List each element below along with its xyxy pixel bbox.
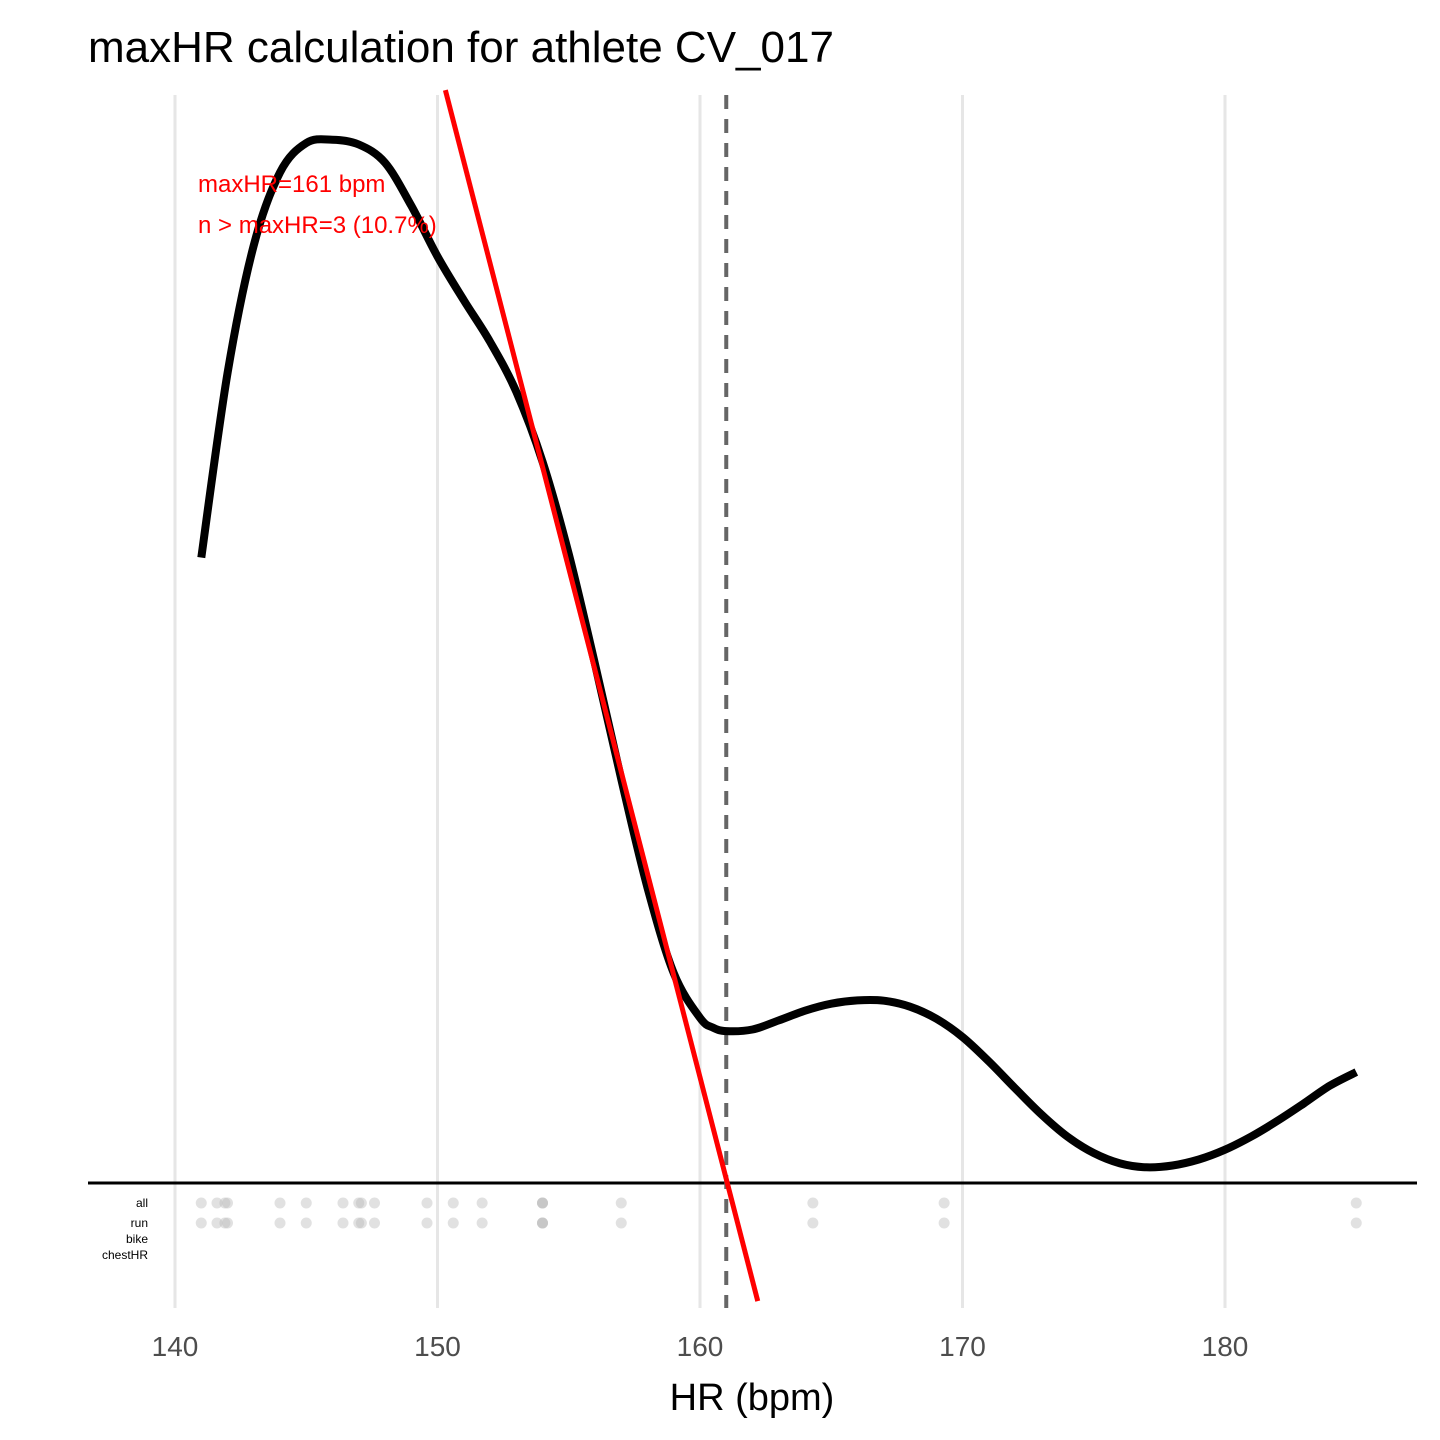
rug-row-label-all: all — [136, 1196, 148, 1210]
rug-point-all-13 — [537, 1197, 548, 1209]
rug-point-all-8 — [355, 1197, 367, 1209]
rug-point-run-17 — [807, 1217, 819, 1229]
rug-point-run-16 — [615, 1217, 627, 1229]
rug-point-all-2 — [219, 1197, 231, 1209]
rug-point-all-0 — [195, 1197, 207, 1209]
gridlines — [173, 95, 1227, 1308]
rug-row-label-run: run — [131, 1216, 148, 1230]
annotation-n-above: n > maxHR=3 (10.7%) — [198, 212, 437, 239]
rug-point-run-6 — [337, 1217, 349, 1229]
rug-point-all-4 — [274, 1197, 286, 1209]
rug-point-run-13 — [537, 1217, 548, 1229]
rug-point-run-9 — [369, 1217, 380, 1229]
x-tick-labels: 140 150 160 170 180 — [152, 1331, 1249, 1362]
rug-point-all-14 — [537, 1197, 548, 1209]
density-curve — [197, 135, 1359, 1172]
x-tick-label-180: 180 — [1202, 1331, 1249, 1362]
rug-point-all-11 — [447, 1197, 459, 1209]
rug-point-all-9 — [369, 1197, 380, 1209]
rug-point-all-15 — [537, 1197, 548, 1209]
x-axis-title: HR (bpm) — [670, 1377, 835, 1419]
rug-point-run-8 — [355, 1217, 367, 1229]
rug-point-run-7 — [353, 1217, 365, 1229]
rug-point-all-3 — [222, 1197, 233, 1209]
rug-point-all-12 — [476, 1197, 488, 1209]
x-tick-label-160: 160 — [677, 1331, 724, 1362]
rug-point-run-5 — [300, 1217, 312, 1229]
rug-point-run-10 — [421, 1217, 433, 1229]
rug-point-run-15 — [537, 1217, 548, 1229]
tangent-line — [442, 89, 761, 1302]
rug-point-run-18 — [938, 1217, 950, 1229]
rug-point-run-4 — [274, 1217, 286, 1229]
rug-point-run-0 — [195, 1217, 207, 1229]
rug-point-all-10 — [421, 1197, 433, 1209]
rug-point-run-3 — [222, 1217, 233, 1229]
rug-point-all-19 — [1350, 1197, 1362, 1209]
rug-point-run-2 — [219, 1217, 231, 1229]
rug-point-run-19 — [1350, 1217, 1362, 1229]
rug-points — [195, 1197, 1362, 1229]
rug-point-all-7 — [353, 1197, 365, 1209]
rug-point-run-12 — [476, 1217, 488, 1229]
rug-row-label-bike: bike — [126, 1232, 148, 1246]
x-tick-label-140: 140 — [152, 1331, 199, 1362]
rug-point-all-16 — [615, 1197, 627, 1209]
rug-point-all-6 — [337, 1197, 349, 1209]
rug-point-all-1 — [211, 1197, 223, 1209]
rug-point-run-11 — [447, 1217, 459, 1229]
rug-row-labels: all run bike chestHR — [102, 1196, 148, 1262]
rug-point-all-18 — [938, 1197, 950, 1209]
rug-point-run-1 — [211, 1217, 223, 1229]
chart-title: maxHR calculation for athlete CV_017 — [88, 23, 834, 72]
rug-point-all-5 — [300, 1197, 312, 1209]
rug-row-label-chesthr: chestHR — [102, 1248, 148, 1262]
x-tick-label-170: 170 — [939, 1331, 986, 1362]
rug-point-run-14 — [537, 1217, 548, 1229]
annotation-maxhr: maxHR=161 bpm — [198, 171, 385, 198]
x-tick-label-150: 150 — [414, 1331, 461, 1362]
rug-point-all-17 — [807, 1197, 819, 1209]
